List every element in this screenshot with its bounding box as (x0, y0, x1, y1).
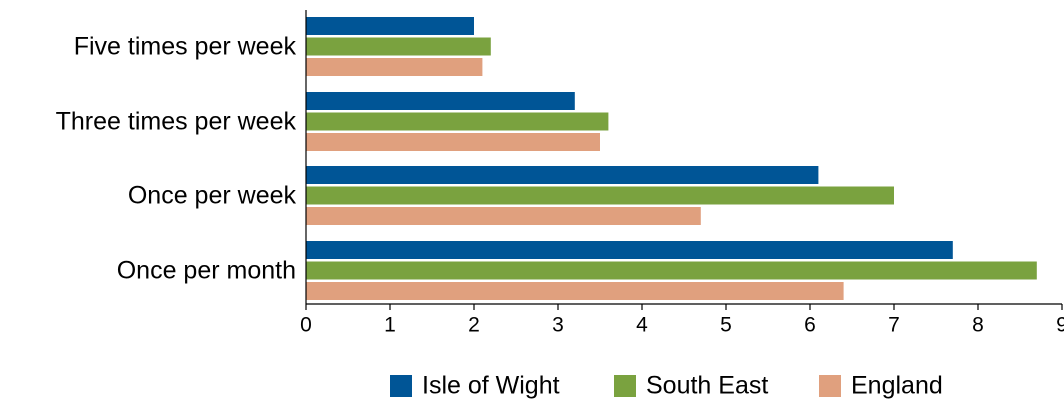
y-tick-label: Three times per week (56, 107, 297, 135)
x-tick-label: 2 (468, 314, 480, 337)
bar (306, 37, 491, 56)
bar (306, 282, 844, 300)
y-tick-label: Once per week (128, 181, 297, 209)
x-tick-label: 8 (972, 314, 984, 337)
y-tick-label: Five times per week (74, 32, 297, 60)
legend-swatch (614, 375, 636, 397)
bar (306, 58, 483, 76)
bar (306, 133, 600, 151)
x-tick-label: 4 (636, 314, 648, 337)
bar (306, 17, 474, 35)
x-tick-label: 0 (300, 314, 312, 337)
legend-swatch (819, 375, 841, 397)
x-tick-label: 1 (384, 314, 396, 337)
legend-label: Isle of Wight (422, 372, 560, 400)
bar (306, 186, 894, 205)
y-tick-label: Once per month (117, 256, 296, 284)
bar (306, 207, 701, 225)
x-tick-label: 3 (552, 314, 564, 337)
bar (306, 92, 575, 110)
x-tick-label: 7 (888, 314, 900, 337)
legend-label: South East (646, 372, 768, 400)
bar (306, 166, 819, 184)
legend-swatch (390, 375, 412, 397)
bar (306, 112, 609, 131)
legend-label: England (851, 372, 943, 400)
bar (306, 261, 1037, 280)
bar (306, 241, 953, 259)
x-tick-label: 6 (804, 314, 816, 337)
x-tick-label: 5 (720, 314, 732, 337)
x-tick-label: 9 (1056, 314, 1064, 337)
